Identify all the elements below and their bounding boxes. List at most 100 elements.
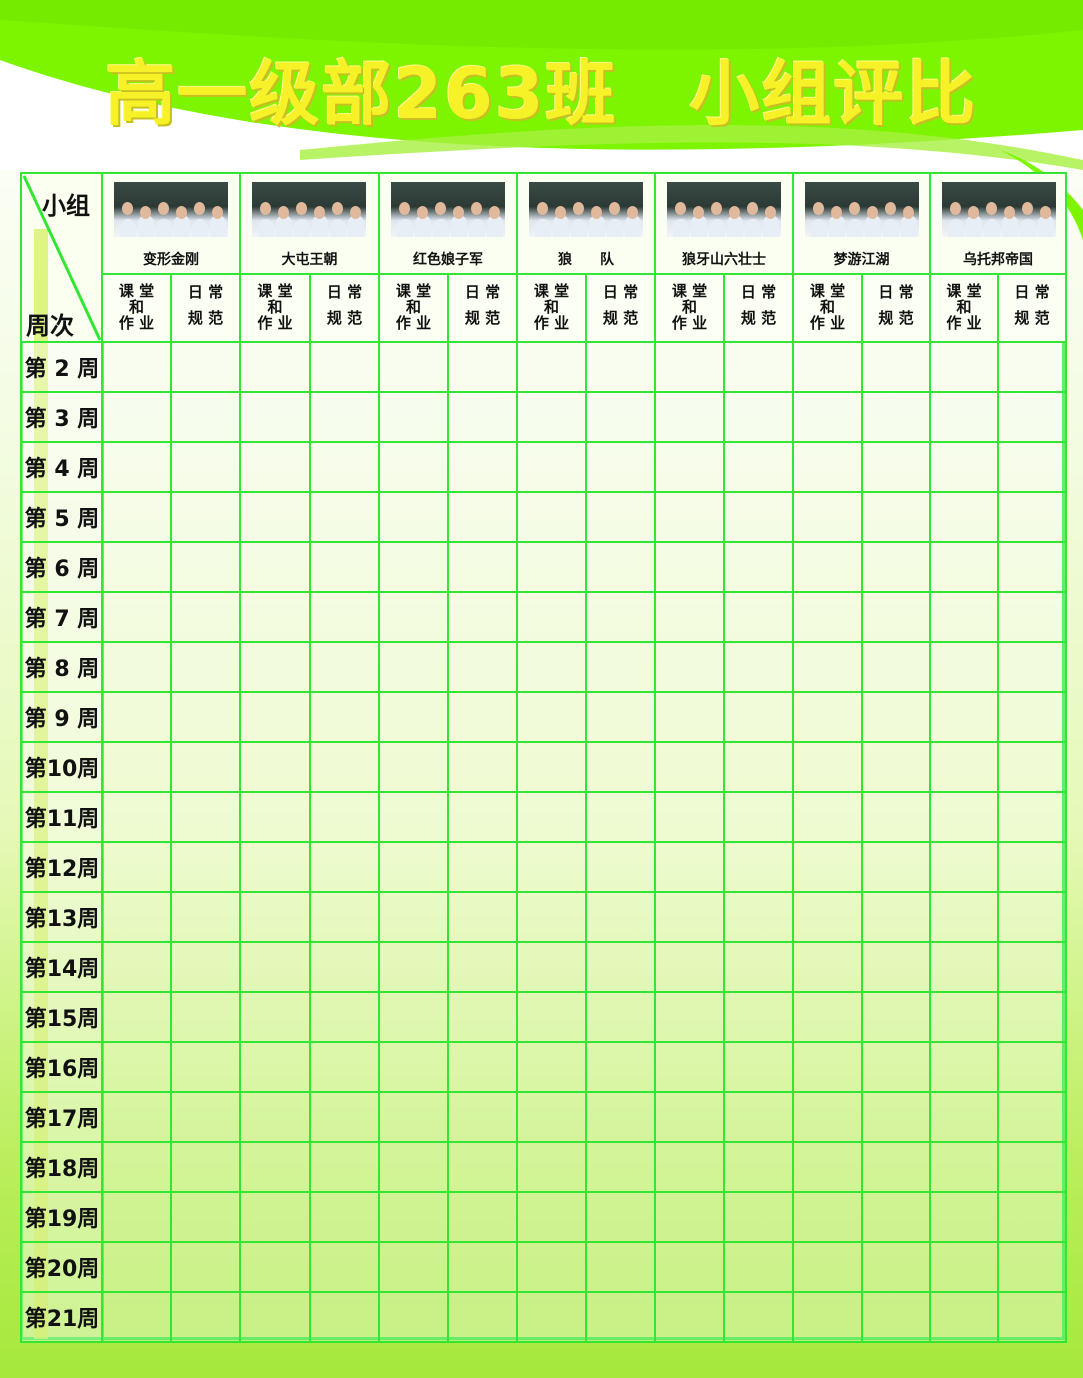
score-cell-class-homework[interactable] <box>792 941 863 993</box>
score-cell-class-homework[interactable] <box>516 641 587 693</box>
score-cell-class-homework[interactable] <box>378 1041 449 1093</box>
score-cell-daily-conduct[interactable] <box>585 1191 656 1243</box>
score-cell-class-homework[interactable] <box>792 341 863 393</box>
score-cell-daily-conduct[interactable] <box>447 891 518 943</box>
score-cell-class-homework[interactable] <box>929 891 999 943</box>
score-cell-class-homework[interactable] <box>516 391 587 443</box>
score-cell-daily-conduct[interactable] <box>723 1041 794 1093</box>
score-cell-class-homework[interactable] <box>101 1141 172 1193</box>
score-cell-daily-conduct[interactable] <box>585 541 656 593</box>
score-cell-daily-conduct[interactable] <box>447 1191 518 1243</box>
score-cell-class-homework[interactable] <box>929 1191 999 1243</box>
score-cell-daily-conduct[interactable] <box>170 691 241 743</box>
score-cell-class-homework[interactable] <box>378 1291 449 1343</box>
score-cell-daily-conduct[interactable] <box>170 941 241 993</box>
score-cell-daily-conduct[interactable] <box>309 541 380 593</box>
score-cell-daily-conduct[interactable] <box>723 391 794 443</box>
score-cell-daily-conduct[interactable] <box>585 1091 656 1143</box>
score-cell-class-homework[interactable] <box>239 691 311 743</box>
score-cell-daily-conduct[interactable] <box>861 1041 931 1093</box>
score-cell-class-homework[interactable] <box>101 591 172 643</box>
score-cell-daily-conduct[interactable] <box>447 341 518 393</box>
score-cell-class-homework[interactable] <box>378 891 449 943</box>
score-cell-class-homework[interactable] <box>239 441 311 493</box>
score-cell-class-homework[interactable] <box>516 491 587 543</box>
score-cell-class-homework[interactable] <box>239 741 311 793</box>
score-cell-class-homework[interactable] <box>929 1091 999 1143</box>
score-cell-class-homework[interactable] <box>378 791 449 843</box>
score-cell-daily-conduct[interactable] <box>723 1141 794 1193</box>
score-cell-class-homework[interactable] <box>929 941 999 993</box>
score-cell-daily-conduct[interactable] <box>447 541 518 593</box>
score-cell-class-homework[interactable] <box>792 441 863 493</box>
score-cell-daily-conduct[interactable] <box>170 591 241 643</box>
score-cell-class-homework[interactable] <box>239 891 311 943</box>
score-cell-class-homework[interactable] <box>101 541 172 593</box>
score-cell-class-homework[interactable] <box>792 841 863 893</box>
score-cell-daily-conduct[interactable] <box>585 741 656 793</box>
score-cell-class-homework[interactable] <box>239 591 311 643</box>
score-cell-class-homework[interactable] <box>101 491 172 543</box>
score-cell-daily-conduct[interactable] <box>447 741 518 793</box>
score-cell-daily-conduct[interactable] <box>585 1241 656 1293</box>
score-cell-daily-conduct[interactable] <box>861 391 931 443</box>
score-cell-daily-conduct[interactable] <box>447 791 518 843</box>
score-cell-class-homework[interactable] <box>239 1191 311 1243</box>
score-cell-daily-conduct[interactable] <box>585 1141 656 1193</box>
score-cell-class-homework[interactable] <box>239 941 311 993</box>
score-cell-class-homework[interactable] <box>792 991 863 1043</box>
score-cell-class-homework[interactable] <box>101 891 172 943</box>
score-cell-class-homework[interactable] <box>792 1091 863 1143</box>
score-cell-daily-conduct[interactable] <box>447 591 518 643</box>
score-cell-daily-conduct[interactable] <box>170 741 241 793</box>
score-cell-daily-conduct[interactable] <box>861 891 931 943</box>
score-cell-daily-conduct[interactable] <box>585 341 656 393</box>
score-cell-class-homework[interactable] <box>792 1191 863 1243</box>
score-cell-daily-conduct[interactable] <box>861 1141 931 1193</box>
score-cell-class-homework[interactable] <box>516 941 587 993</box>
score-cell-daily-conduct[interactable] <box>585 941 656 993</box>
score-cell-daily-conduct[interactable] <box>309 1041 380 1093</box>
score-cell-daily-conduct[interactable] <box>309 591 380 643</box>
score-cell-class-homework[interactable] <box>929 541 999 593</box>
score-cell-class-homework[interactable] <box>516 741 587 793</box>
score-cell-class-homework[interactable] <box>792 591 863 643</box>
score-cell-daily-conduct[interactable] <box>997 341 1067 393</box>
score-cell-daily-conduct[interactable] <box>170 991 241 1043</box>
score-cell-daily-conduct[interactable] <box>585 991 656 1043</box>
score-cell-daily-conduct[interactable] <box>723 1191 794 1243</box>
score-cell-class-homework[interactable] <box>654 1041 725 1093</box>
score-cell-class-homework[interactable] <box>929 991 999 1043</box>
score-cell-daily-conduct[interactable] <box>585 391 656 443</box>
score-cell-daily-conduct[interactable] <box>861 1241 931 1293</box>
score-cell-daily-conduct[interactable] <box>447 691 518 743</box>
score-cell-class-homework[interactable] <box>516 1191 587 1243</box>
score-cell-class-homework[interactable] <box>792 691 863 743</box>
score-cell-daily-conduct[interactable] <box>170 1291 241 1343</box>
score-cell-daily-conduct[interactable] <box>447 1241 518 1293</box>
score-cell-daily-conduct[interactable] <box>585 491 656 543</box>
score-cell-class-homework[interactable] <box>101 941 172 993</box>
score-cell-class-homework[interactable] <box>654 691 725 743</box>
score-cell-daily-conduct[interactable] <box>861 841 931 893</box>
score-cell-daily-conduct[interactable] <box>309 891 380 943</box>
score-cell-daily-conduct[interactable] <box>309 391 380 443</box>
score-cell-class-homework[interactable] <box>654 1241 725 1293</box>
score-cell-class-homework[interactable] <box>378 1241 449 1293</box>
score-cell-class-homework[interactable] <box>378 841 449 893</box>
score-cell-daily-conduct[interactable] <box>861 791 931 843</box>
score-cell-class-homework[interactable] <box>378 641 449 693</box>
score-cell-class-homework[interactable] <box>654 341 725 393</box>
score-cell-class-homework[interactable] <box>929 1141 999 1193</box>
score-cell-daily-conduct[interactable] <box>997 691 1067 743</box>
score-cell-daily-conduct[interactable] <box>170 341 241 393</box>
score-cell-daily-conduct[interactable] <box>170 841 241 893</box>
score-cell-class-homework[interactable] <box>101 641 172 693</box>
score-cell-class-homework[interactable] <box>101 991 172 1043</box>
score-cell-daily-conduct[interactable] <box>447 1291 518 1343</box>
score-cell-class-homework[interactable] <box>101 1241 172 1293</box>
score-cell-class-homework[interactable] <box>516 891 587 943</box>
score-cell-daily-conduct[interactable] <box>447 641 518 693</box>
score-cell-class-homework[interactable] <box>929 1291 999 1343</box>
score-cell-class-homework[interactable] <box>654 941 725 993</box>
